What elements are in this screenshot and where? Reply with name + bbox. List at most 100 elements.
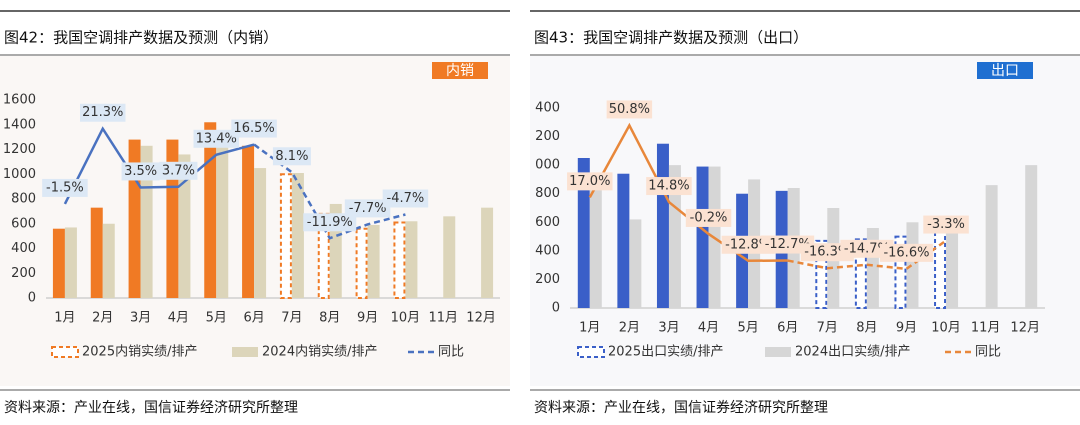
value-label: 3.7% <box>162 163 195 178</box>
bar <box>242 145 255 298</box>
bar <box>946 216 959 308</box>
x-tick-label: 4月 <box>698 321 719 336</box>
y-tick-label: 600 <box>535 215 560 230</box>
value-label: 21.3% <box>82 105 123 120</box>
value-label: -1.5% <box>46 180 84 195</box>
badge-label: 出口 <box>991 63 1019 79</box>
x-tick-label: 2月 <box>92 311 113 326</box>
yoy-line <box>787 239 947 271</box>
value-label: -14.7% <box>844 241 890 256</box>
value-label-bg <box>121 162 160 181</box>
value-label-bg <box>80 103 126 122</box>
value-label: -3.3% <box>927 217 965 232</box>
legend-swatch <box>577 346 605 358</box>
x-tick-label: 2月 <box>619 321 640 336</box>
legend-label: 2024出口实绩/排产 <box>795 345 910 360</box>
bar <box>894 235 907 309</box>
x-tick-label: 11月 <box>428 311 458 326</box>
value-label-bg <box>42 178 88 197</box>
legend-swatch <box>232 347 258 357</box>
bar <box>291 173 304 298</box>
bar <box>985 185 998 308</box>
x-tick-label: 10月 <box>931 321 961 336</box>
bar <box>90 207 103 298</box>
y-tick-label: 1400 <box>3 117 36 132</box>
value-label-bg <box>923 215 969 234</box>
value-label: 3.5% <box>124 164 157 179</box>
x-tick-label: 9月 <box>896 321 917 336</box>
bar <box>279 173 292 299</box>
bar <box>696 166 709 308</box>
legend-label: 2025内销实绩/排产 <box>82 344 197 360</box>
bar <box>617 173 630 308</box>
bar <box>577 158 590 308</box>
y-tick-label: 0 <box>552 301 560 316</box>
y-tick-label: 1200 <box>3 142 36 157</box>
value-label-bg <box>344 199 391 218</box>
bar <box>906 222 919 308</box>
value-label: 13.4% <box>196 131 237 146</box>
bar <box>178 154 191 298</box>
badge <box>432 62 488 79</box>
x-tick-label: 4月 <box>168 311 189 326</box>
x-tick-label: 5月 <box>737 321 758 336</box>
value-label: -12.8% <box>725 237 771 252</box>
bar <box>668 165 681 308</box>
bar <box>393 221 406 299</box>
bar <box>64 227 77 298</box>
bar <box>815 239 828 310</box>
value-label: -16.3% <box>804 245 850 260</box>
x-tick-label: 1月 <box>54 311 75 326</box>
y-tick-label: 1000 <box>3 167 36 182</box>
bar <box>140 145 153 298</box>
source: 资料来源：产业在线，国信证券经济研究所整理 <box>4 400 298 416</box>
yoy-line <box>63 126 255 205</box>
value-label: -0.2% <box>690 210 728 225</box>
y-tick-label: 400 <box>11 241 36 256</box>
bar <box>102 223 115 298</box>
value-label-bg <box>879 243 933 262</box>
legend-label: 同比 <box>975 345 1001 360</box>
x-tick-label: 7月 <box>281 311 302 326</box>
badge-label: 内销 <box>446 63 474 79</box>
bar <box>629 219 642 308</box>
y-tick-label: 200 <box>11 266 36 281</box>
y-tick-label: 800 <box>11 192 36 207</box>
y-tick-label: 000 <box>535 158 560 173</box>
value-label: -16.6% <box>883 245 929 260</box>
bar <box>656 143 669 308</box>
y-tick-label: 200 <box>535 272 560 287</box>
x-tick-label: 3月 <box>658 321 679 336</box>
legend-swatch <box>51 346 79 358</box>
bar <box>854 238 867 309</box>
x-tick-label: 11月 <box>971 321 1001 336</box>
y-tick-label: 400 <box>535 243 560 258</box>
value-label-bg <box>159 161 198 180</box>
x-tick-label: 7月 <box>817 321 838 336</box>
x-tick-label: 8月 <box>319 311 340 326</box>
value-label: -11.9% <box>307 215 353 230</box>
bar <box>317 212 330 300</box>
bar <box>204 122 217 299</box>
bar <box>216 143 229 298</box>
bar <box>1025 165 1038 308</box>
value-label: -4.7% <box>387 191 425 206</box>
value-label: -7.7% <box>349 201 387 216</box>
chart-title: 图43：我国空调排产数据及预测（出口） <box>534 29 808 47</box>
value-label-bg <box>303 213 357 232</box>
value-label: 50.8% <box>609 102 650 117</box>
x-tick-label: 1月 <box>579 321 600 336</box>
value-label: 8.1% <box>275 149 308 164</box>
legend-swatch <box>765 347 791 357</box>
value-label-bg <box>567 172 613 191</box>
legend-label: 同比 <box>438 345 464 360</box>
x-tick-label: 3月 <box>130 311 151 326</box>
bar <box>355 227 368 299</box>
value-label-bg <box>606 100 653 119</box>
bar <box>367 224 380 298</box>
y-tick-label: 800 <box>535 186 560 201</box>
y-tick-label: 600 <box>11 216 36 231</box>
legend-label: 2024内销实绩/排产 <box>262 344 377 360</box>
value-label: -12.7% <box>765 237 811 252</box>
badge <box>977 62 1033 79</box>
